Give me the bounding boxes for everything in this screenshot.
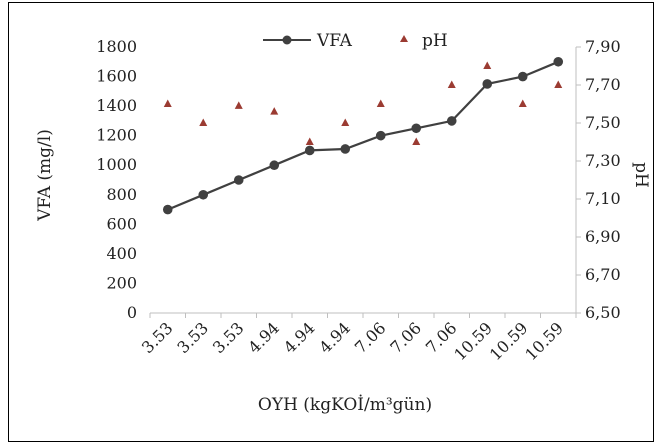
- y2-tick-label: 7,90: [585, 37, 621, 56]
- legend-ph-label: pH: [422, 31, 448, 51]
- ph-point: [412, 137, 421, 145]
- x-tick-label: 3.53: [138, 318, 177, 357]
- y2-tick-label: 7,10: [585, 189, 621, 208]
- x-tick-label: 10.59: [521, 318, 567, 364]
- x-axis-ticks: 3.533.533.534.944.944.947.067.067.0610.5…: [138, 313, 577, 364]
- ph-point: [234, 101, 243, 109]
- y2-tick-label: 7,30: [585, 151, 621, 170]
- chart-frame: [8, 2, 654, 442]
- y2-axis-title: pH: [631, 162, 651, 188]
- y-tick-label: 1600: [96, 67, 137, 86]
- y-tick-label: 800: [106, 185, 137, 204]
- vfa-point: [269, 160, 280, 171]
- ph-point: [376, 99, 385, 107]
- vfa-point: [340, 144, 351, 154]
- y2-tick-label: 7,70: [585, 75, 621, 94]
- y2-tick-label: 6,50: [585, 303, 621, 322]
- left-axis-ticks: 0 200 400 600 800 1000 1200 1400 1600 1800: [96, 37, 137, 322]
- y2-tick-label: 6,70: [585, 265, 621, 284]
- ph-point: [447, 80, 456, 88]
- y-tick-label: 1000: [96, 155, 137, 174]
- y-tick-label: 0: [127, 303, 137, 322]
- y-tick-label: 1800: [96, 37, 137, 56]
- ph-point: [199, 118, 208, 126]
- vfa-point: [375, 130, 386, 141]
- y-tick-label: 200: [106, 273, 137, 292]
- axes: [150, 47, 577, 314]
- ph-point: [341, 118, 350, 126]
- y2-tick-label: 7,50: [585, 113, 621, 132]
- series-vfa: [162, 56, 564, 215]
- x-axis-title: OYH (kgKOİ/m³gün): [258, 394, 432, 415]
- legend-ph-marker: [400, 35, 408, 42]
- x-tick-label: 4.94: [280, 318, 319, 357]
- x-tick-label: 7.06: [351, 318, 390, 357]
- vfa-point: [411, 123, 422, 134]
- ph-point: [305, 137, 314, 145]
- x-tick-label: 10.59: [486, 318, 532, 364]
- vfa-point: [162, 204, 173, 215]
- x-tick-label: 10.59: [450, 318, 496, 364]
- x-tick-label: 4.94: [315, 318, 354, 357]
- vfa-point: [482, 79, 493, 89]
- vfa-point: [553, 56, 564, 67]
- vfa-point: [233, 175, 244, 185]
- x-tick-label: 4.94: [244, 318, 283, 357]
- ph-point: [483, 61, 492, 69]
- ph-point: [270, 107, 279, 115]
- ph-point: [518, 99, 527, 107]
- vfa-point: [304, 145, 315, 156]
- vfa-line: [167, 60, 559, 211]
- vfa-point: [446, 116, 457, 126]
- right-axis-ticks: 6,50 6,70 6,90 7,10 7,30 7,50 7,70 7,90: [576, 37, 621, 322]
- ph-point: [554, 80, 563, 88]
- y2-tick-label: 6,90: [585, 227, 621, 246]
- vfa-point: [517, 71, 528, 82]
- legend-vfa-label: VFA: [316, 31, 353, 51]
- y-axis-title: VFA (mg/l): [35, 129, 55, 222]
- legend: VFA pH: [263, 31, 448, 51]
- vfa-point: [198, 189, 209, 200]
- y-tick-label: 1200: [96, 126, 137, 145]
- y-tick-label: 1400: [96, 96, 137, 115]
- x-tick-label: 7.06: [386, 318, 425, 357]
- x-tick-label: 3.53: [209, 318, 248, 357]
- legend-vfa-marker: [282, 35, 292, 45]
- y-tick-label: 400: [106, 244, 137, 263]
- series-ph: [163, 61, 563, 145]
- y-tick-label: 600: [106, 214, 137, 233]
- ph-point: [163, 99, 172, 107]
- x-tick-label: 3.53: [173, 318, 212, 357]
